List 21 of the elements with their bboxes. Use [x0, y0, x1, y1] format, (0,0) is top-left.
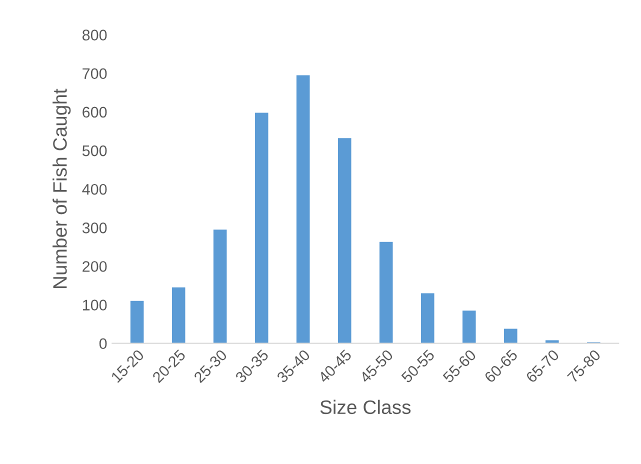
bar	[420, 293, 434, 344]
bar	[130, 300, 144, 344]
y-tick-label: 700	[82, 68, 107, 80]
y-tick-label: 600	[82, 106, 107, 118]
bar	[213, 230, 227, 344]
bar	[296, 75, 310, 344]
y-tick-label: 500	[82, 145, 107, 156]
y-tick-label: 300	[82, 222, 107, 234]
y-tick-label: 200	[82, 261, 107, 272]
bar	[379, 242, 393, 344]
y-tick-label: 0	[99, 338, 107, 350]
x-axis-title: Size Class	[320, 400, 411, 414]
y-tick-label: 800	[82, 30, 107, 40]
y-tick-label: 400	[82, 184, 107, 195]
y-tick-label: 100	[82, 300, 107, 310]
bar	[254, 112, 268, 344]
bar	[172, 287, 186, 344]
bar	[462, 310, 476, 344]
y-axis-title: Number of Fish Caught	[52, 88, 71, 288]
bar	[504, 328, 518, 344]
bar	[338, 138, 352, 344]
